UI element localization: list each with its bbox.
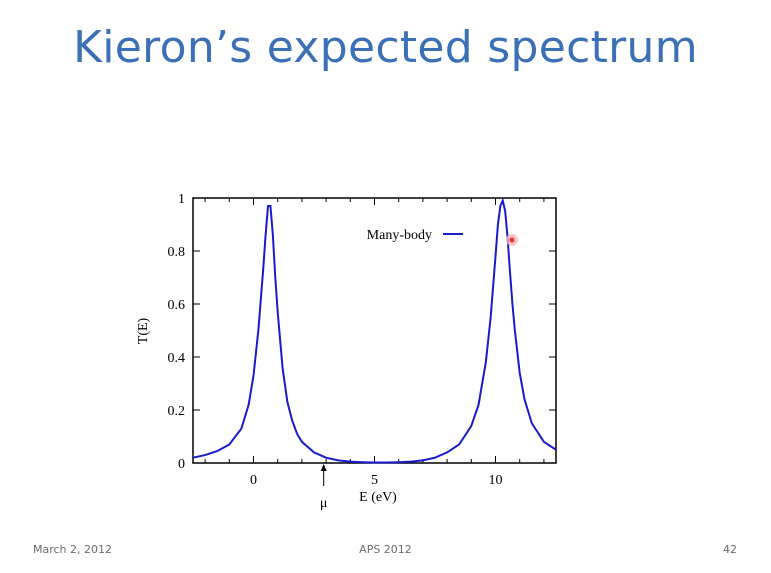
legend-label-many-body: Many-body [367, 228, 432, 243]
x-tick-label: 5 [371, 473, 378, 488]
y-tick-label: 0.2 [168, 404, 186, 419]
mu-annotation: μ [320, 464, 328, 511]
y-tick-label: 1 [178, 192, 185, 207]
slide-title: Kieron’s expected spectrum [73, 22, 698, 73]
laser-pointer-dot [506, 234, 518, 246]
footer-conference: APS 2012 [359, 543, 412, 556]
y-axis-label: T(E) [136, 317, 151, 344]
x-axis-label: E (eV) [359, 490, 397, 505]
legend: Many-body [367, 228, 463, 243]
x-tick-label: 0 [250, 473, 257, 488]
y-tick-label: 0 [178, 457, 185, 472]
footer-page-number: 42 [723, 543, 737, 556]
x-tick-label: 10 [489, 473, 503, 488]
y-tick-label: 0.6 [168, 298, 186, 313]
series-line-many-body [192, 197, 557, 464]
y-tick-label: 0.8 [168, 245, 186, 260]
y-tick-label: 0.4 [168, 351, 186, 366]
mu-arrow-head [320, 464, 327, 471]
footer-date: March 2, 2012 [33, 543, 113, 556]
mu-label: μ [320, 496, 328, 511]
transmission-chart: 0 0.2 0.4 0.6 0.8 1 0 5 10 Many-body T(E) E (eV… [136, 192, 557, 511]
y-axis-ticks: 0 0.2 0.4 0.6 0.8 1 [168, 192, 556, 472]
